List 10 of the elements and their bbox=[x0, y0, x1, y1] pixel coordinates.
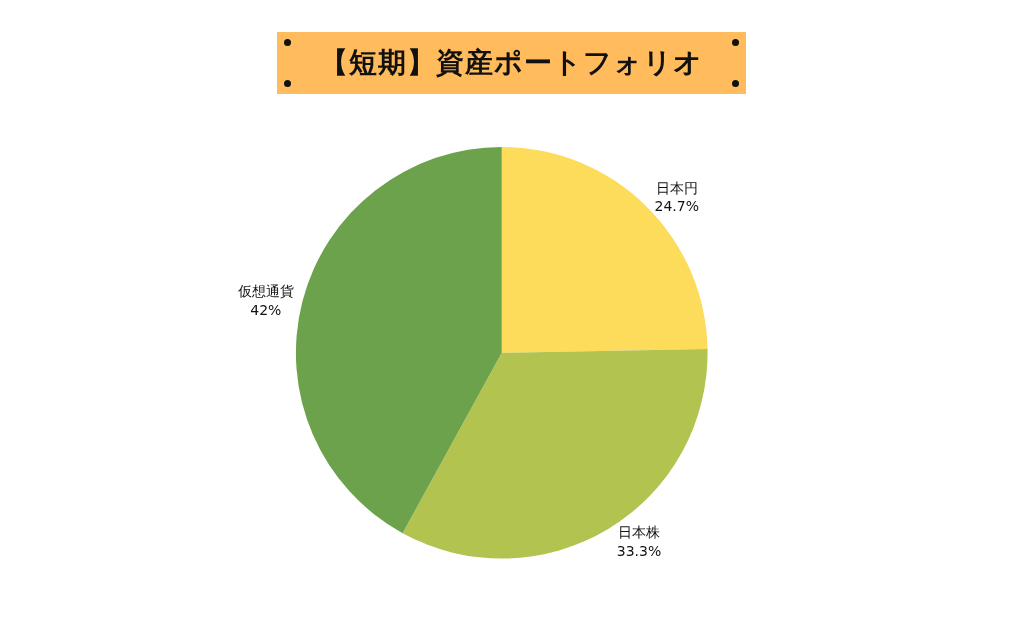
slice-label: 仮想通貨 bbox=[236, 283, 294, 300]
pie-slice bbox=[501, 146, 708, 353]
chart-title: 【短期】資産ポートフォリオ bbox=[277, 32, 746, 94]
pie-slice bbox=[296, 146, 502, 534]
slice-label: 日本株 bbox=[617, 524, 660, 541]
data-label: 42% bbox=[250, 301, 282, 318]
pie-slice bbox=[402, 348, 708, 559]
data-label: 24.7% bbox=[654, 198, 699, 215]
data-label: 33.3% bbox=[616, 542, 662, 559]
slice-label: 日本円 bbox=[655, 180, 698, 197]
